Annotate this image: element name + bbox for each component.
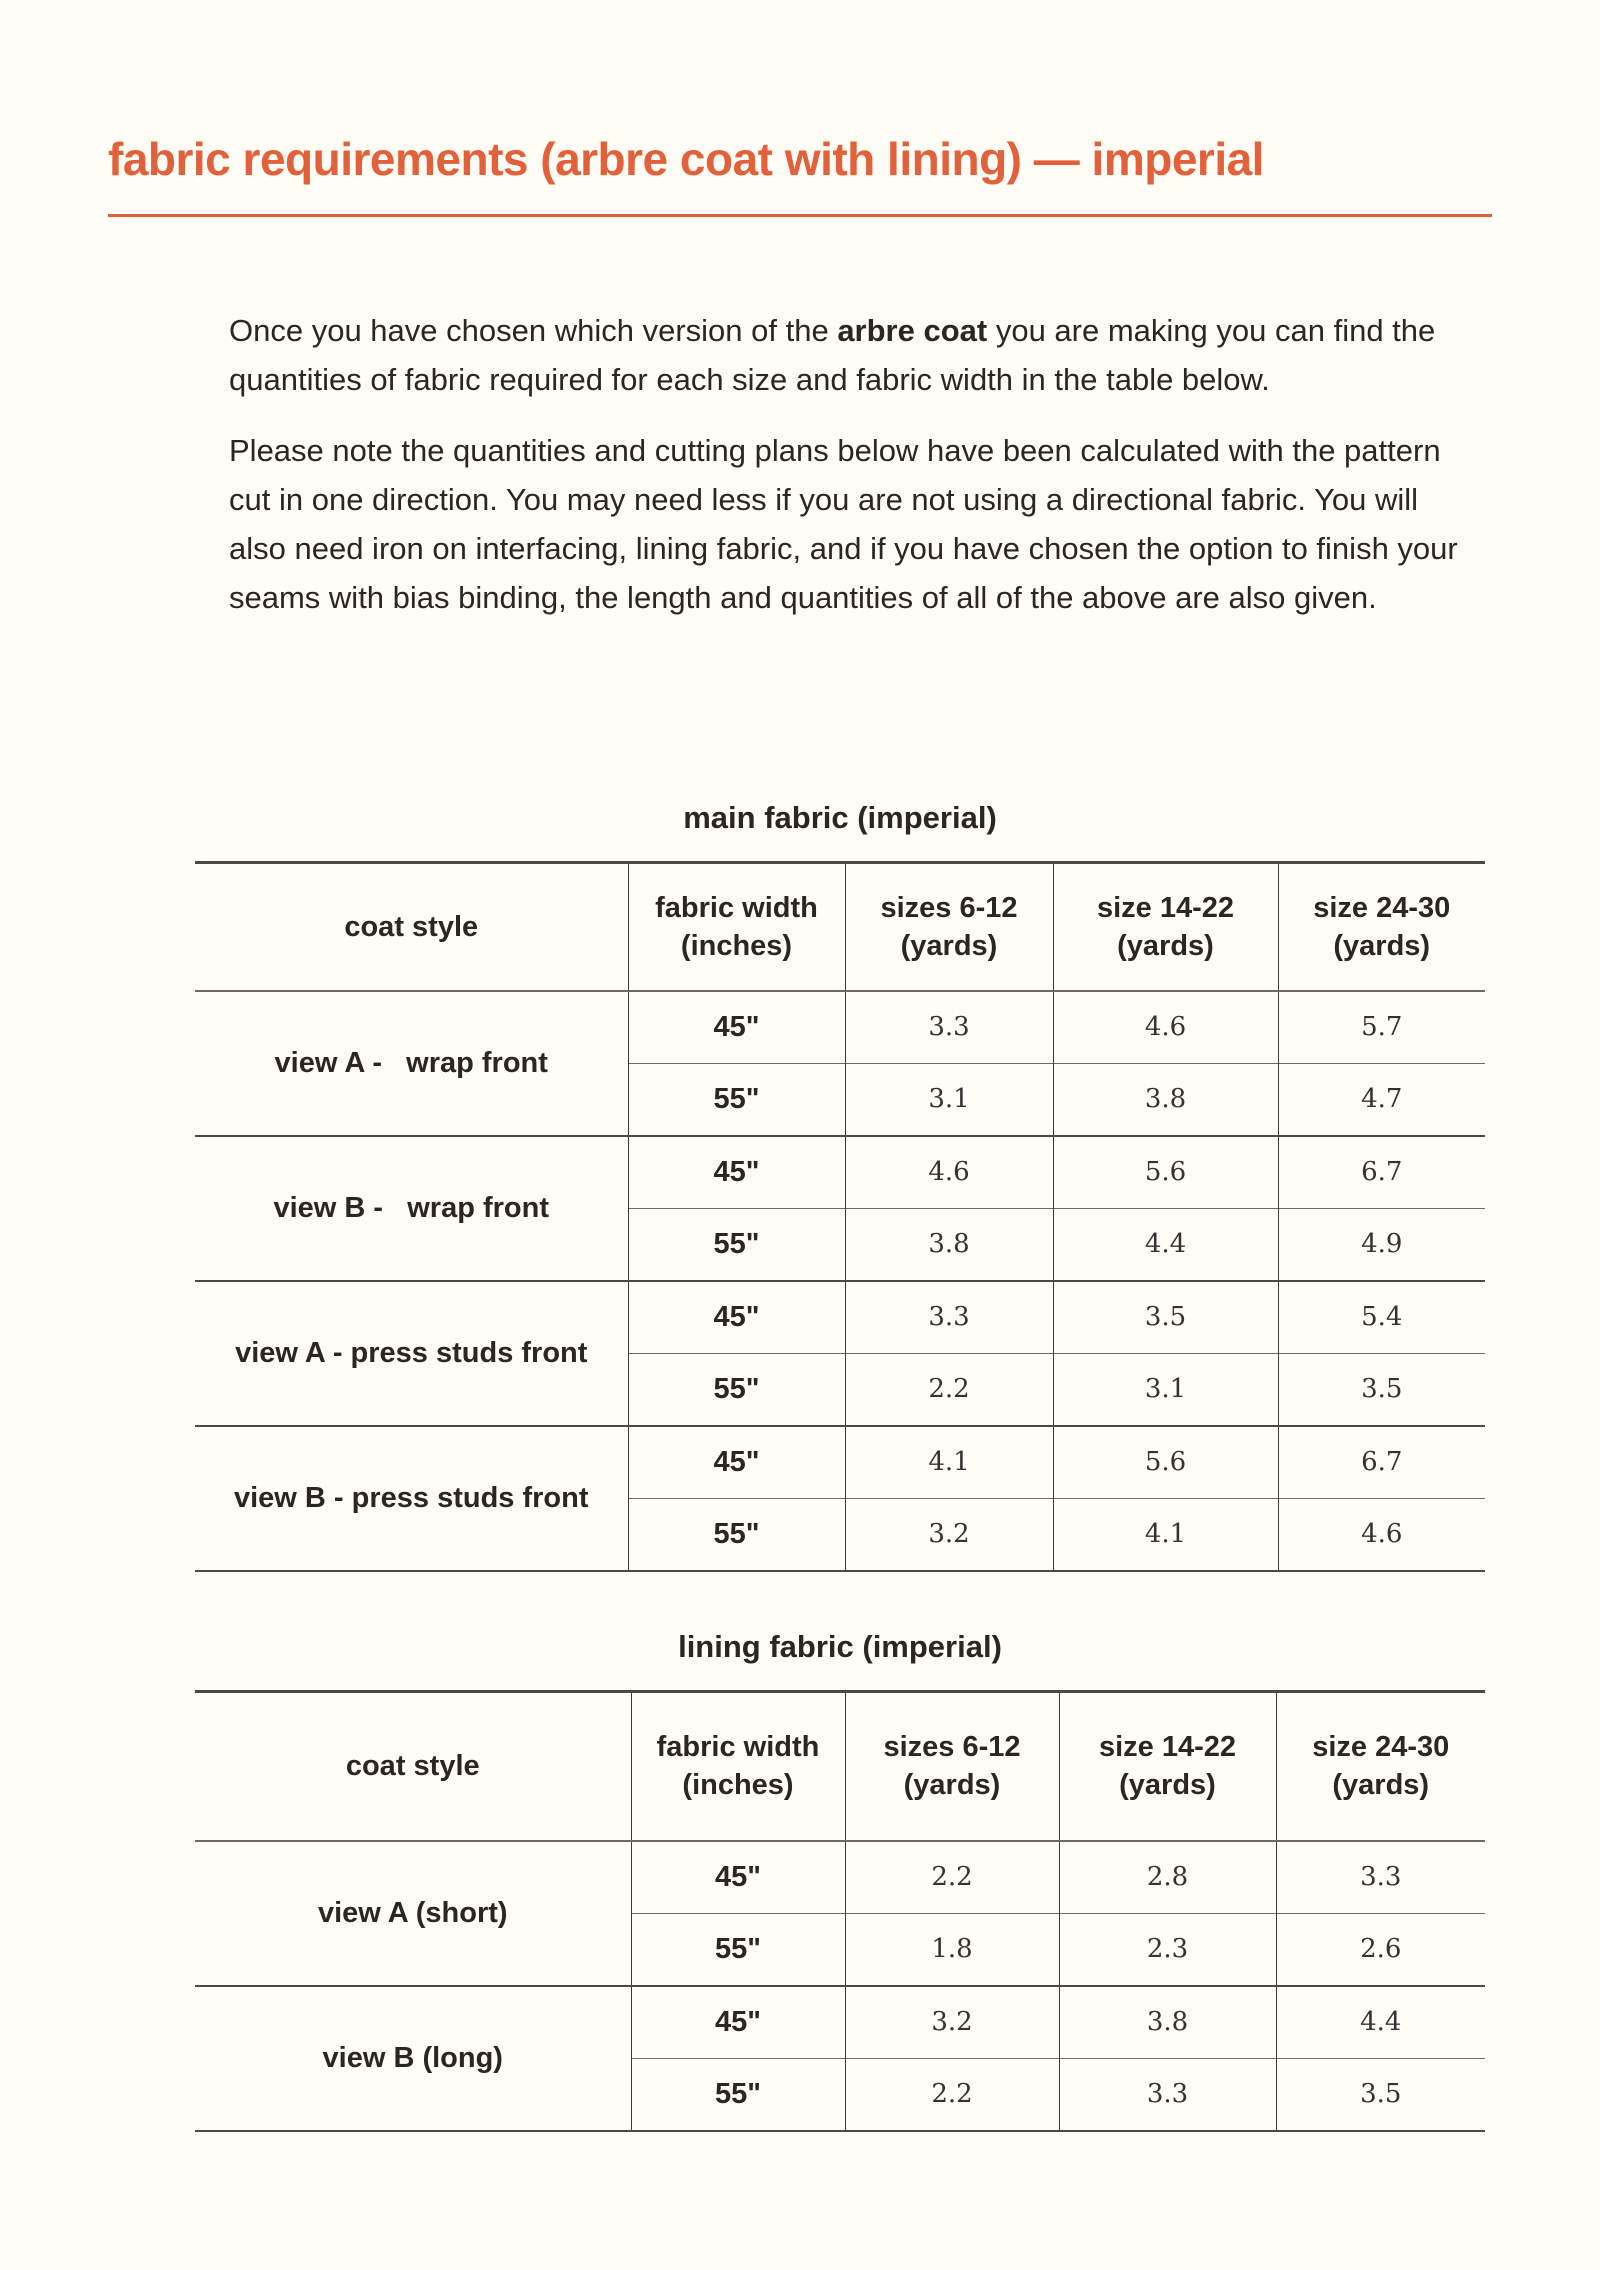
yardage-cell: 4.1	[844, 1425, 1053, 1498]
table-row: view A - wrap front 45" 3.3 4.6 5.7	[195, 990, 1485, 1079]
fabric-width-cell: 55"	[627, 1497, 845, 1571]
yardage-cell: 4.4	[1275, 1985, 1485, 2058]
table-row: 55" 3.8 4.4 4.9	[195, 1207, 1485, 1281]
yardage-cell: 2.6	[1275, 1912, 1485, 1986]
intro-paragraph-2: Please note the quantities and cutting p…	[229, 433, 1458, 615]
column-header: sizes 6-12 (yards)	[844, 862, 1053, 991]
column-header: coat style	[344, 910, 479, 943]
fabric-width-cell: 55"	[627, 1207, 845, 1281]
column-header: size 24-30 (yards)	[1277, 862, 1485, 991]
header-row: coat style fabric width (inches) sizes 6-1…	[195, 862, 1485, 991]
yardage-cell: 3.8	[844, 1207, 1053, 1281]
yardage-cell: 4.1	[1052, 1497, 1278, 1571]
column-header: size 14-22 (yards)	[1058, 1691, 1276, 1841]
header-row: coat style fabric width (inches) sizes 6-1…	[195, 1691, 1485, 1841]
page-title: fabric requirements (arbre coat with lin…	[108, 133, 1264, 185]
yardage-cell: 6.7	[1277, 1425, 1485, 1498]
column-header: coat style	[345, 1750, 480, 1783]
fabric-width-cell: 45"	[630, 1840, 845, 1913]
main-fabric-table: coat style fabric width (inches) sizes 6-1…	[195, 861, 1485, 1572]
yardage-cell: 4.6	[1052, 990, 1278, 1063]
yardage-cell: 2.8	[1058, 1840, 1276, 1913]
yardage-cell: 3.8	[1058, 1985, 1276, 2058]
yardage-cell: 4.9	[1277, 1207, 1485, 1281]
intro-p1-bold: arbre coat	[837, 313, 988, 348]
yardage-cell: 5.4	[1277, 1280, 1485, 1353]
yardage-cell: 3.5	[1277, 1352, 1485, 1426]
yardage-cell: 3.3	[1275, 1840, 1485, 1913]
yardage-cell: 4.7	[1277, 1062, 1485, 1136]
yardage-cell: 3.5	[1052, 1280, 1278, 1353]
yardage-cell: 2.3	[1058, 1912, 1276, 1986]
yardage-cell: 5.7	[1277, 990, 1485, 1063]
column-header: sizes 6-12 (yards)	[844, 1691, 1059, 1841]
fabric-width-cell: 45"	[630, 1985, 845, 2058]
table-row: view B - press studs front 45" 4.1 5.6 6.7	[195, 1425, 1485, 1514]
table-row: 55" 3.1 3.8 4.7	[195, 1062, 1485, 1136]
title-divider	[108, 214, 1492, 217]
yardage-cell: 3.1	[844, 1062, 1053, 1136]
lining-fabric-caption: lining fabric (imperial)	[678, 1629, 1002, 1664]
fabric-width-cell: 55"	[630, 1912, 845, 1986]
yardage-cell: 3.2	[844, 1497, 1053, 1571]
yardage-cell: 3.3	[1058, 2057, 1276, 2131]
yardage-cell: 3.8	[1052, 1062, 1278, 1136]
table-row: view B - wrap front 45" 4.6 5.6 6.7	[195, 1135, 1485, 1224]
yardage-cell: 6.7	[1277, 1135, 1485, 1208]
yardage-cell: 5.6	[1052, 1135, 1278, 1208]
table-row: 55" 1.8 2.3 2.6	[195, 1912, 1485, 1986]
yardage-cell: 3.2	[844, 1985, 1059, 2058]
intro-p1-start: Once you have chosen which version of th…	[229, 313, 838, 348]
yardage-cell: 2.2	[844, 1840, 1059, 1913]
table-row: view A (short) 45" 2.2 2.8 3.3	[195, 1840, 1485, 1929]
column-header: fabric width (inches)	[627, 862, 845, 991]
table-row: view A - press studs front 45" 3.3 3.5 5.4	[195, 1280, 1485, 1369]
yardage-cell: 3.3	[844, 1280, 1053, 1353]
fabric-width-cell: 45"	[627, 1135, 845, 1208]
yardage-cell: 2.2	[844, 2057, 1059, 2131]
fabric-width-cell: 45"	[627, 990, 845, 1063]
yardage-cell: 3.5	[1275, 2057, 1485, 2131]
intro-p1-end: you are making you can find the quantiti…	[229, 313, 1436, 397]
coat-style-cell: view A - wrap front	[274, 1046, 548, 1079]
fabric-width-cell: 55"	[630, 2057, 845, 2131]
fabric-width-cell: 45"	[627, 1425, 845, 1498]
lining-fabric-table: coat style fabric width (inches) sizes 6-1…	[195, 1690, 1485, 2132]
yardage-cell: 2.2	[844, 1352, 1053, 1426]
table-row: 55" 3.2 4.1 4.6	[195, 1497, 1485, 1571]
table-row: 55" 2.2 3.1 3.5	[195, 1352, 1485, 1426]
fabric-width-cell: 45"	[627, 1280, 845, 1353]
column-header: fabric width (inches)	[630, 1691, 845, 1841]
coat-style-cell: view B (long)	[322, 2041, 503, 2074]
fabric-width-cell: 55"	[627, 1352, 845, 1426]
yardage-cell: 4.6	[844, 1135, 1053, 1208]
column-header: size 14-22 (yards)	[1052, 862, 1278, 991]
fabric-width-cell: 55"	[627, 1062, 845, 1136]
yardage-cell: 3.1	[1052, 1352, 1278, 1426]
yardage-cell: 4.6	[1277, 1497, 1485, 1571]
intro-paragraph-1: Once you have chosen which version of th…	[229, 306, 1479, 404]
yardage-cell: 5.6	[1052, 1425, 1278, 1498]
yardage-cell: 3.3	[844, 990, 1053, 1063]
table-row: view B (long) 45" 3.2 3.8 4.4	[195, 1985, 1485, 2074]
column-header: size 24-30 (yards)	[1275, 1691, 1485, 1841]
intro-text: Once you have chosen which version of th…	[229, 306, 1479, 644]
coat-style-cell: view A - press studs front	[235, 1336, 588, 1369]
coat-style-cell: view B - wrap front	[273, 1191, 550, 1224]
coat-style-cell: view A (short)	[317, 1896, 508, 1929]
yardage-cell: 1.8	[844, 1912, 1059, 1986]
table-row: 55" 2.2 3.3 3.5	[195, 2057, 1485, 2131]
coat-style-cell: view B - press studs front	[233, 1481, 589, 1514]
yardage-cell: 4.4	[1052, 1207, 1278, 1281]
main-fabric-caption: main fabric (imperial)	[683, 800, 997, 835]
